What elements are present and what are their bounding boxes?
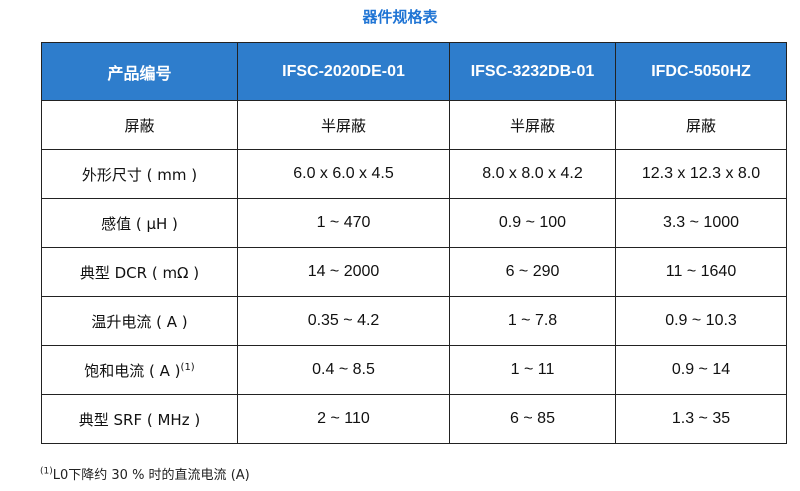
table-row: 温升电流 ( A ) 0.35 ~ 4.2 1 ~ 7.8 0.9 ~ 10.3 — [41, 296, 787, 346]
footnote: (1)L0下降约 30 % 时的直流电流 (A) — [40, 464, 250, 483]
footnote-text: L0下降约 30 % 时的直流电流 (A) — [52, 468, 250, 483]
row-label: 屏蔽 — [41, 100, 238, 150]
table-cell: 0.4 ~ 8.5 — [237, 345, 450, 395]
header-product-code: 产品编号 — [41, 42, 238, 101]
page-title: 器件规格表 — [362, 8, 438, 26]
table-cell: 6.0 x 6.0 x 4.5 — [237, 149, 450, 199]
table-cell: 0.9 ~ 14 — [615, 345, 787, 395]
table-cell: 1.3 ~ 35 — [615, 394, 787, 444]
row-label: 外形尺寸 ( mm ) — [41, 149, 238, 199]
table-row: 典型 SRF ( MHz ) 2 ~ 110 6 ~ 85 1.3 ~ 35 — [41, 394, 787, 444]
table-row: 饱和电流 ( A )(1) 0.4 ~ 8.5 1 ~ 11 0.9 ~ 14 — [41, 345, 787, 395]
table-cell: 6 ~ 85 — [449, 394, 616, 444]
spec-table: 产品编号 IFSC-2020DE-01 IFSC-3232DB-01 IFDC-… — [41, 42, 787, 444]
row-label: 温升电流 ( A ) — [41, 296, 238, 346]
table-row: 外形尺寸 ( mm ) 6.0 x 6.0 x 4.5 8.0 x 8.0 x … — [41, 149, 787, 199]
table-cell: 8.0 x 8.0 x 4.2 — [449, 149, 616, 199]
table-cell: 2 ~ 110 — [237, 394, 450, 444]
table-cell: 半屏蔽 — [449, 100, 616, 150]
table-cell: 6 ~ 290 — [449, 247, 616, 297]
table-cell: 半屏蔽 — [237, 100, 450, 150]
header-model-3: IFDC-5050HZ — [615, 42, 787, 101]
table-cell: 1 ~ 11 — [449, 345, 616, 395]
row-label: 感值 ( μH ) — [41, 198, 238, 248]
table-cell: 1 ~ 470 — [237, 198, 450, 248]
table-cell: 11 ~ 1640 — [615, 247, 787, 297]
footnote-marker: (1) — [180, 361, 195, 373]
table-row: 屏蔽 半屏蔽 半屏蔽 屏蔽 — [41, 100, 787, 150]
table-cell: 0.9 ~ 10.3 — [615, 296, 787, 346]
footnote-marker: (1) — [40, 466, 53, 477]
table-row: 典型 DCR ( mΩ ) 14 ~ 2000 6 ~ 290 11 ~ 164… — [41, 247, 787, 297]
table-cell: 3.3 ~ 1000 — [615, 198, 787, 248]
header-model-2: IFSC-3232DB-01 — [449, 42, 616, 101]
header-model-1: IFSC-2020DE-01 — [237, 42, 450, 101]
table-cell: 14 ~ 2000 — [237, 247, 450, 297]
table-cell: 0.9 ~ 100 — [449, 198, 616, 248]
row-label: 典型 SRF ( MHz ) — [41, 394, 238, 444]
row-label: 典型 DCR ( mΩ ) — [41, 247, 238, 297]
header-row: 产品编号 IFSC-2020DE-01 IFSC-3232DB-01 IFDC-… — [41, 42, 787, 101]
table-cell: 屏蔽 — [615, 100, 787, 150]
table-cell: 12.3 x 12.3 x 8.0 — [615, 149, 787, 199]
row-label: 饱和电流 ( A )(1) — [41, 345, 238, 395]
table-row: 感值 ( μH ) 1 ~ 470 0.9 ~ 100 3.3 ~ 1000 — [41, 198, 787, 248]
table-cell: 1 ~ 7.8 — [449, 296, 616, 346]
table-cell: 0.35 ~ 4.2 — [237, 296, 450, 346]
